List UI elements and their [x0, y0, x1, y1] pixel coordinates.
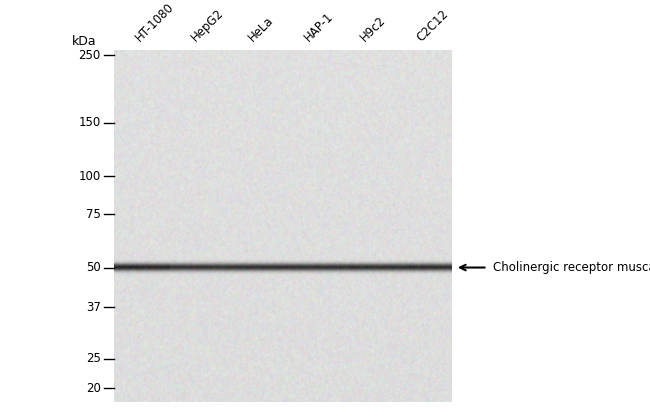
- Text: HT-1080: HT-1080: [133, 0, 177, 44]
- Text: kDa: kDa: [72, 35, 96, 48]
- Text: 150: 150: [79, 116, 101, 129]
- Bar: [452, 0, 650, 419]
- Text: 37: 37: [86, 301, 101, 314]
- Text: 20: 20: [86, 382, 101, 395]
- Text: 75: 75: [86, 207, 101, 221]
- Text: HAP-1: HAP-1: [302, 10, 336, 44]
- Text: Cholinergic receptor muscarinic 2: Cholinergic receptor muscarinic 2: [493, 261, 650, 274]
- Bar: [0, 0, 650, 50]
- Text: C2C12: C2C12: [415, 7, 451, 44]
- Text: 25: 25: [86, 352, 101, 365]
- Text: HeLa: HeLa: [246, 14, 276, 44]
- Text: 250: 250: [79, 49, 101, 62]
- Bar: [0, 402, 650, 419]
- Text: H9c2: H9c2: [358, 13, 389, 44]
- Bar: [0, 0, 114, 419]
- Text: HepG2: HepG2: [189, 6, 227, 44]
- Text: 100: 100: [79, 170, 101, 183]
- Text: 50: 50: [86, 261, 101, 274]
